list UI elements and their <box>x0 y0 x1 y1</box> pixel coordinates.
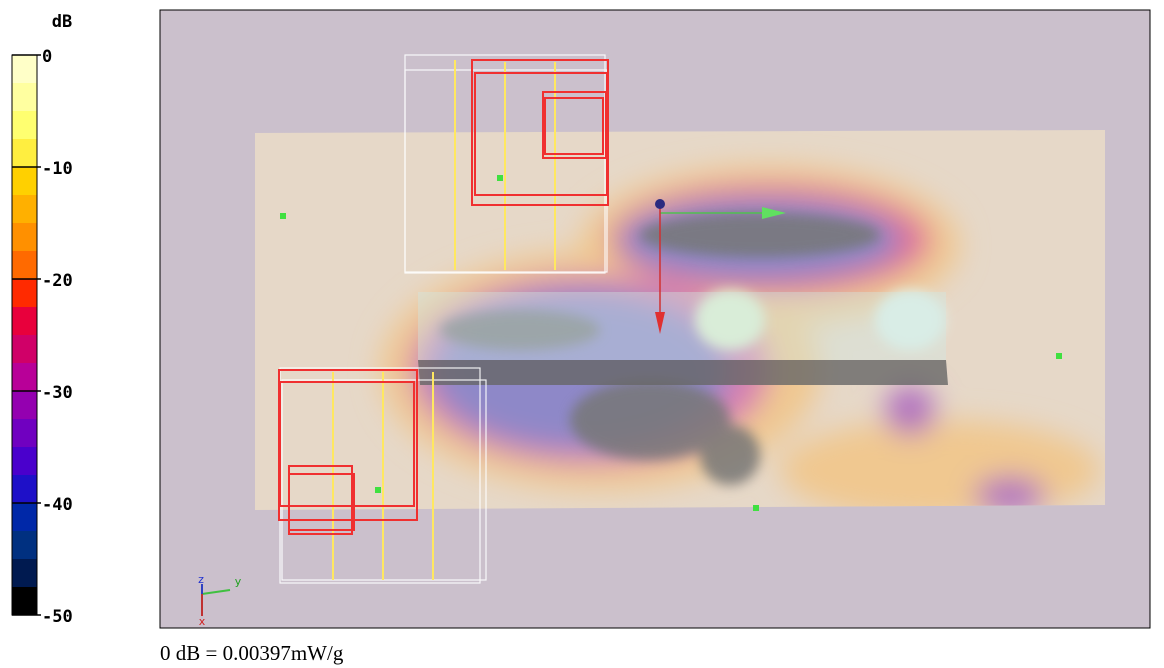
colorbar-band <box>12 587 37 616</box>
colorbar-band <box>12 475 37 504</box>
colorbar-band <box>12 279 37 308</box>
colorbar-band <box>12 447 37 476</box>
colorbar-band <box>12 531 37 560</box>
colorbar-band <box>12 55 37 84</box>
colorbar-tick-label: 0 <box>42 47 52 67</box>
field-plot <box>255 54 1105 584</box>
colorbar-band <box>12 223 37 252</box>
colorbar-band <box>12 167 37 196</box>
axis-label: x <box>199 615 206 628</box>
colorbar-band <box>12 559 37 588</box>
colorbar-band <box>12 139 37 168</box>
colorbar-band <box>12 419 37 448</box>
colorbar-tick-label: -10 <box>42 159 73 179</box>
colorbar-band <box>12 391 37 420</box>
axis-label: z <box>198 573 204 586</box>
colorbar-band <box>12 307 37 336</box>
colorbar-band <box>12 251 37 280</box>
colorbar-tick-label: -40 <box>42 495 73 515</box>
colorbar-band <box>12 111 37 140</box>
footer: 0 dB = 0.00397mW/g <box>160 641 344 665</box>
colorbar-band <box>12 363 37 392</box>
colorbar-band <box>12 195 37 224</box>
colorbar-band <box>12 83 37 112</box>
colorbar-tick-label: -30 <box>42 383 73 403</box>
axes-triad: z y x <box>198 573 242 628</box>
colorbar-tick-label: -50 <box>42 607 73 627</box>
axis-label: y <box>235 575 242 588</box>
colorbar-band <box>12 503 37 532</box>
colorbar-tick-label: -20 <box>42 271 73 291</box>
colorbar: 0 -10 -20 -30 -40 -50 <box>11 47 73 627</box>
colorbar-band <box>12 335 37 364</box>
colorbar-title: dB <box>52 12 72 32</box>
